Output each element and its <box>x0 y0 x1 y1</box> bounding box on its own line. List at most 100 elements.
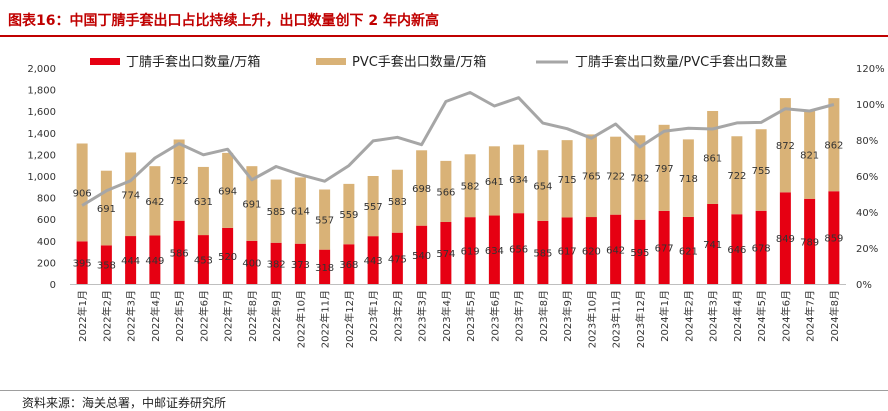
data-label-nitrile: 741 <box>703 240 722 251</box>
x-tick-label: 2022年11月 <box>319 290 332 348</box>
y-left-tick-label: 1,600 <box>27 107 56 118</box>
bar-nitrile <box>513 213 525 284</box>
data-label-nitrile: 586 <box>170 248 189 259</box>
y-axis-right: 0% 20% 40% 60% 80% 100% 120% <box>856 64 885 291</box>
data-label-nitrile: 318 <box>315 263 334 274</box>
legend-swatch-nitrile <box>90 58 120 65</box>
x-tick-label: 2024年6月 <box>779 290 792 342</box>
data-label-pvc: 614 <box>291 207 310 218</box>
data-label-pvc: 582 <box>461 182 480 193</box>
x-tick-label: 2022年5月 <box>173 290 186 342</box>
footer-divider <box>0 390 888 391</box>
data-label-pvc: 821 <box>800 150 819 161</box>
bar-nitrile <box>76 241 88 284</box>
data-label-pvc: 583 <box>388 197 407 208</box>
x-tick-label: 2022年8月 <box>246 290 259 342</box>
y-axis-left: 0 200 400 600 800 1,000 1,200 1,400 1,600 1,800 2,… <box>27 64 56 291</box>
y-left-tick-label: 0 <box>50 280 56 291</box>
data-label-nitrile: 646 <box>727 245 746 256</box>
data-label-nitrile: 620 <box>582 247 601 258</box>
bar-pvc <box>197 166 209 236</box>
x-tick-label: 2023年5月 <box>464 290 477 342</box>
x-tick-label: 2022年12月 <box>343 290 356 348</box>
x-tick-label: 2024年4月 <box>731 290 744 342</box>
bar-pvc <box>779 98 791 193</box>
bar-pvc <box>488 146 500 216</box>
bar-nitrile <box>270 242 282 284</box>
x-tick-label: 2023年1月 <box>367 290 380 342</box>
bar-pvc <box>391 169 403 233</box>
bar-nitrile <box>488 215 500 284</box>
x-tick-label: 2024年5月 <box>755 290 768 342</box>
bar-pvc <box>561 140 573 218</box>
data-label-nitrile: 617 <box>558 247 577 258</box>
bar-nitrile <box>634 219 646 284</box>
data-label-pvc: 755 <box>752 166 771 177</box>
bar-nitrile <box>464 217 476 284</box>
legend-swatch-pvc <box>316 58 346 65</box>
x-tick-label: 2023年11月 <box>610 290 623 348</box>
data-label-pvc: 691 <box>97 204 116 215</box>
y-right-tick-label: 0% <box>856 280 872 291</box>
data-label-pvc: 872 <box>776 141 795 152</box>
data-label-nitrile: 475 <box>388 254 407 265</box>
bar-pvc <box>294 177 306 244</box>
bar-nitrile <box>828 191 840 284</box>
bar-pvc <box>416 150 428 226</box>
y-right-tick-label: 80% <box>856 136 878 147</box>
chart: 丁腈手套出口数量/万箱 PVC手套出口数量/万箱 丁腈手套出口数量/PVC手套出口数… <box>27 54 885 348</box>
data-label-pvc: 634 <box>509 175 528 186</box>
y-right-tick-label: 120% <box>856 64 885 75</box>
data-label-pvc: 906 <box>73 188 92 199</box>
data-label-pvc: 641 <box>485 177 504 188</box>
x-tick-label: 2023年8月 <box>537 290 550 342</box>
x-tick-label: 2022年9月 <box>270 290 283 342</box>
bar-nitrile <box>197 235 209 284</box>
data-label-pvc: 774 <box>121 190 140 201</box>
data-label-nitrile: 443 <box>364 256 383 267</box>
data-label-pvc: 694 <box>218 186 237 197</box>
bar-nitrile <box>100 245 112 284</box>
data-label-nitrile: 395 <box>73 259 92 270</box>
x-tick-label: 2024年2月 <box>682 290 695 342</box>
data-label-nitrile: 400 <box>242 258 261 269</box>
y-left-tick-label: 600 <box>37 215 56 226</box>
bar-nitrile <box>294 243 306 284</box>
bar-nitrile <box>682 216 694 284</box>
data-label-pvc: 765 <box>582 172 601 183</box>
data-label-pvc: 797 <box>655 164 674 175</box>
bar-pvc <box>246 166 258 241</box>
data-label-pvc: 752 <box>170 176 189 187</box>
data-label-nitrile: 656 <box>509 245 528 256</box>
data-label-pvc: 722 <box>606 172 625 183</box>
bar-nitrile <box>440 222 452 284</box>
bar-pvc <box>173 139 185 221</box>
bar-pvc <box>610 136 622 215</box>
title-underline <box>0 35 888 37</box>
bar-nitrile <box>246 240 258 284</box>
bar-pvc <box>343 183 355 245</box>
ratio-line-series <box>81 91 835 207</box>
bar-pvc <box>367 176 379 237</box>
bar-nitrile <box>537 220 549 284</box>
data-label-pvc: 566 <box>436 187 455 198</box>
bar-pvc <box>149 166 161 236</box>
bar-pvc <box>537 150 549 221</box>
x-tick-label: 2024年7月 <box>804 290 817 342</box>
bar-nitrile <box>658 210 670 284</box>
y-right-tick-label: 20% <box>856 244 878 255</box>
ratio-line <box>81 91 835 207</box>
data-label-nitrile: 382 <box>267 259 286 270</box>
data-label-nitrile: 540 <box>412 251 431 262</box>
figure-title: 图表16：中国丁腈手套出口占比持续上升，出口数量创下 2 年内新高 <box>8 13 439 29</box>
bar-nitrile <box>319 249 331 284</box>
y-right-tick-label: 60% <box>856 172 878 183</box>
bar-pvc <box>100 170 112 246</box>
y-left-tick-label: 1,800 <box>27 86 56 97</box>
bar-pvc <box>658 124 670 211</box>
bar-pvc <box>76 143 88 242</box>
data-label-pvc: 654 <box>533 182 552 193</box>
bar-nitrile <box>416 225 428 284</box>
x-tick-label: 2023年10月 <box>585 290 598 348</box>
x-tick-label: 2023年7月 <box>513 290 526 342</box>
